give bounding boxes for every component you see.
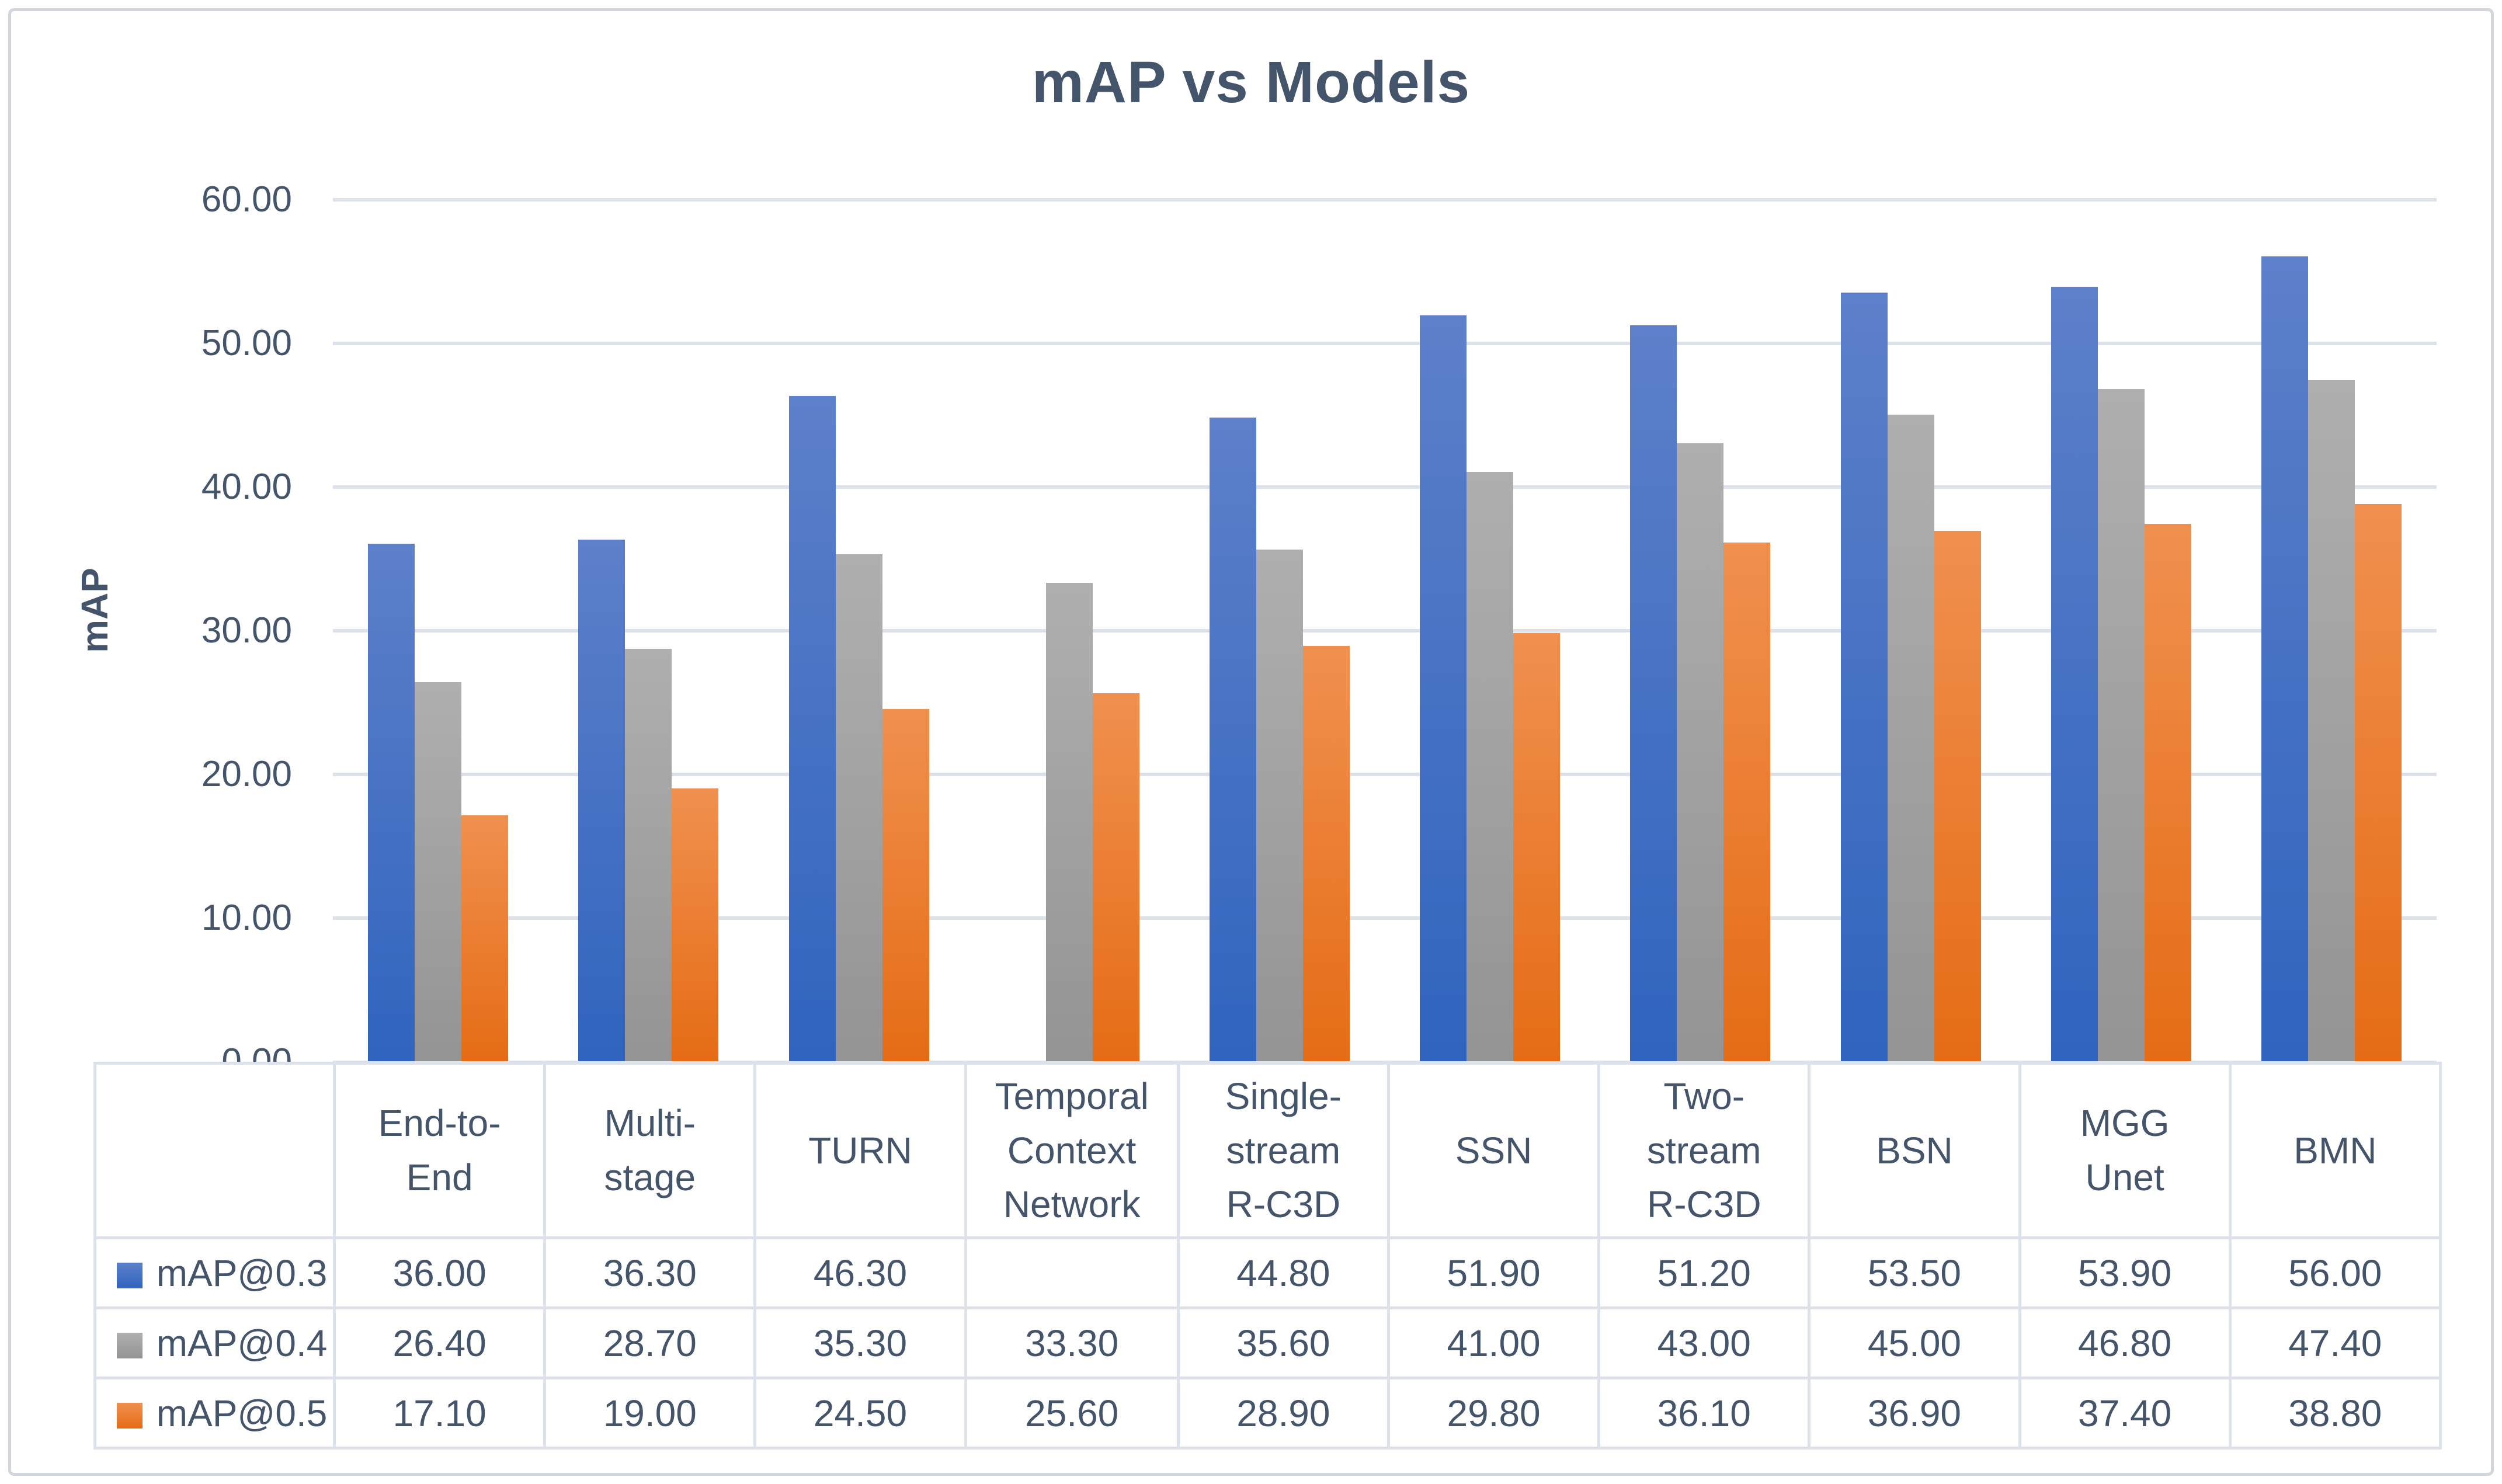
value-cell: 36.10 bbox=[1597, 1377, 1811, 1450]
value-cell: 53.90 bbox=[2018, 1236, 2232, 1309]
bar-mAP@0.4-SSN bbox=[1467, 472, 1514, 1061]
table-row: mAP@0.3 36.00 36.30 46.30 44.80 51.90 51.20 53.… bbox=[93, 1236, 2442, 1309]
value-cell: 56.00 bbox=[2228, 1236, 2442, 1309]
value-cell: 51.90 bbox=[1386, 1236, 1601, 1309]
bar-mAP@0.5-End-to-End bbox=[461, 815, 509, 1061]
bar-mAP@0.3-TURN bbox=[788, 396, 836, 1061]
category-header: Multi-stage bbox=[543, 1062, 757, 1239]
legend-label: mAP@0.5 bbox=[156, 1392, 328, 1434]
value-cell: 46.80 bbox=[2018, 1306, 2232, 1379]
bar-mAP@0.5-BMN bbox=[2354, 503, 2402, 1061]
bar-mAP@0.4-MGG Unet bbox=[2097, 388, 2145, 1061]
legend-cell: mAP@0.3 bbox=[93, 1236, 336, 1309]
bar-mAP@0.4-BMN bbox=[2308, 380, 2355, 1061]
bar-mAP@0.4-Two-stream R-C3D bbox=[1677, 443, 1724, 1061]
y-axis-tick-label: 10.00 bbox=[201, 898, 292, 938]
category-header: TURN bbox=[753, 1062, 967, 1239]
value-cell: 35.30 bbox=[753, 1306, 967, 1379]
y-gridline bbox=[333, 342, 2437, 345]
category-header: BMN bbox=[2228, 1062, 2442, 1239]
y-axis-tick-label: 30.00 bbox=[201, 610, 292, 651]
legend-swatch-mAP@0.4 bbox=[116, 1332, 143, 1358]
category-header: MGG Unet bbox=[2018, 1062, 2232, 1239]
bar-mAP@0.5-TURN bbox=[882, 709, 929, 1061]
bar-mAP@0.3-Multi-stage bbox=[578, 540, 626, 1061]
bar-mAP@0.3-Two-stream R-C3D bbox=[1630, 325, 1677, 1061]
value-cell: 44.80 bbox=[1176, 1236, 1390, 1309]
bar-mAP@0.5-Temporal Context Network bbox=[1092, 693, 1139, 1061]
value-cell bbox=[964, 1236, 1180, 1309]
legend-cell: mAP@0.4 bbox=[93, 1306, 336, 1379]
bar-mAP@0.3-BSN bbox=[1840, 292, 1888, 1061]
bar-mAP@0.4-Temporal Context Network bbox=[1045, 582, 1093, 1061]
bar-mAP@0.5-Multi-stage bbox=[672, 788, 719, 1061]
value-cell: 47.40 bbox=[2228, 1306, 2442, 1379]
y-gridline bbox=[333, 629, 2437, 632]
legend-swatch-mAP@0.3 bbox=[116, 1262, 143, 1288]
chart-title: mAP vs Models bbox=[1031, 50, 1471, 115]
legend-cell: mAP@0.5 bbox=[93, 1377, 336, 1450]
bar-mAP@0.3-MGG Unet bbox=[2051, 287, 2098, 1061]
table-row: mAP@0.5 17.10 19.00 24.50 25.60 28.90 29.80 36.… bbox=[93, 1377, 2442, 1450]
category-header: Single-stream R-C3D bbox=[1176, 1062, 1390, 1239]
value-cell: 17.10 bbox=[332, 1377, 547, 1450]
y-gridline bbox=[333, 916, 2437, 920]
y-gridline bbox=[333, 485, 2437, 489]
value-cell: 46.30 bbox=[753, 1236, 967, 1309]
value-cell: 28.90 bbox=[1176, 1377, 1390, 1450]
bar-mAP@0.4-Single-stream R-C3D bbox=[1256, 550, 1303, 1061]
bar-mAP@0.3-BMN bbox=[2261, 256, 2308, 1061]
value-cell: 33.30 bbox=[964, 1306, 1180, 1379]
value-cell: 36.00 bbox=[332, 1236, 547, 1309]
table-corner-cell bbox=[93, 1062, 336, 1239]
y-axis-tick-label: 20.00 bbox=[201, 754, 292, 794]
y-axis-tick-label: 60.00 bbox=[201, 179, 292, 220]
bar-mAP@0.5-SSN bbox=[1513, 632, 1561, 1061]
category-header: Temporal Context Network bbox=[964, 1062, 1180, 1239]
category-header: End-to-End bbox=[332, 1062, 547, 1239]
value-cell: 51.20 bbox=[1597, 1236, 1811, 1309]
bar-mAP@0.4-Multi-stage bbox=[625, 648, 672, 1061]
legend-label: mAP@0.4 bbox=[156, 1322, 328, 1364]
value-cell: 29.80 bbox=[1386, 1377, 1601, 1450]
value-cell: 28.70 bbox=[543, 1306, 757, 1379]
value-cell: 38.80 bbox=[2228, 1377, 2442, 1450]
bar-mAP@0.3-End-to-End bbox=[368, 544, 415, 1061]
y-gridline bbox=[333, 773, 2437, 776]
value-cell: 43.00 bbox=[1597, 1306, 1811, 1379]
table-row: mAP@0.4 26.40 28.70 35.30 33.30 35.60 41.00 43.… bbox=[93, 1306, 2442, 1379]
y-gridline bbox=[333, 198, 2437, 201]
value-cell: 45.00 bbox=[1808, 1306, 2021, 1379]
value-cell: 36.30 bbox=[543, 1236, 757, 1309]
bar-mAP@0.5-MGG Unet bbox=[2144, 523, 2191, 1061]
value-cell: 19.00 bbox=[543, 1377, 757, 1450]
bar-mAP@0.4-End-to-End bbox=[415, 682, 462, 1061]
bar-mAP@0.3-SSN bbox=[1420, 315, 1467, 1061]
value-cell: 53.50 bbox=[1808, 1236, 2021, 1309]
value-cell: 26.40 bbox=[332, 1306, 547, 1379]
y-gridline bbox=[333, 1061, 2437, 1064]
category-header: BSN bbox=[1808, 1062, 2021, 1239]
value-cell: 41.00 bbox=[1386, 1306, 1601, 1379]
bar-mAP@0.4-TURN bbox=[835, 554, 882, 1061]
y-axis-tick-label: 40.00 bbox=[201, 467, 292, 507]
value-cell: 24.50 bbox=[753, 1377, 967, 1450]
value-cell: 37.40 bbox=[2018, 1377, 2232, 1450]
bar-mAP@0.5-BSN bbox=[1934, 531, 1981, 1061]
category-header: SSN bbox=[1386, 1062, 1601, 1239]
y-axis-tick-label: 50.00 bbox=[201, 323, 292, 363]
value-cell: 25.60 bbox=[964, 1377, 1180, 1450]
bar-mAP@0.4-BSN bbox=[1887, 415, 1934, 1061]
data-table: End-to-End Multi-stage TURN Temporal Contex… bbox=[93, 1062, 2442, 1450]
bar-mAP@0.5-Single-stream R-C3D bbox=[1302, 646, 1350, 1061]
legend-label: mAP@0.3 bbox=[156, 1252, 328, 1294]
category-header: Two-stream R-C3D bbox=[1597, 1062, 1811, 1239]
bar-mAP@0.5-Two-stream R-C3D bbox=[1723, 542, 1771, 1061]
bar-mAP@0.3-Single-stream R-C3D bbox=[1209, 417, 1256, 1061]
legend-swatch-mAP@0.5 bbox=[116, 1402, 143, 1429]
value-cell: 35.60 bbox=[1176, 1306, 1390, 1379]
value-cell: 36.90 bbox=[1808, 1377, 2021, 1450]
